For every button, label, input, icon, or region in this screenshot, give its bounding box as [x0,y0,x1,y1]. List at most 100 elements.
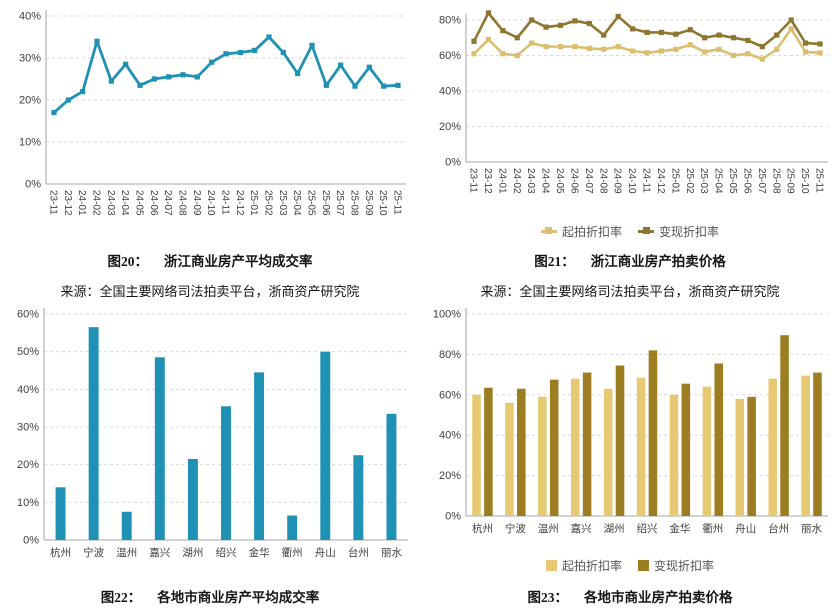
legend-square-marker-icon [545,227,553,234]
svg-text:24-04: 24-04 [540,168,551,194]
fig23-caption-number: 图23： [527,590,569,605]
svg-text:25-01: 25-01 [669,168,680,194]
svg-text:24-09: 24-09 [191,190,202,216]
svg-text:23-11: 23-11 [468,168,479,193]
svg-text:24-07: 24-07 [583,168,594,194]
svg-text:绍兴: 绍兴 [216,546,237,559]
svg-text:24-05: 24-05 [554,168,565,194]
svg-text:24-01: 24-01 [496,168,507,194]
svg-text:25-07: 25-07 [334,190,345,216]
top-chart-row: 0% 10% 20% 30% 40% 23-11 23-12 24-01 24-02 24-03 2… [0,4,840,300]
svg-text:23-11: 23-11 [48,190,59,215]
svg-text:25-05: 25-05 [727,168,738,194]
svg-text:25-06: 25-06 [320,190,331,216]
fig23-legend: 起拍折扣率 变现折扣率 [545,554,715,576]
svg-text:50%: 50% [17,346,39,358]
legend-swatch-icon [545,559,557,571]
legend-swatch-icon [638,559,649,571]
svg-text:25-02: 25-02 [263,190,274,216]
legend-item: 起拍折扣率 [545,557,622,574]
svg-text:金华: 金华 [249,546,270,559]
fig20-chart-area: 0% 10% 20% 30% 40% 23-11 23-12 24-01 24-02 24-03 2… [0,4,420,244]
svg-text:台州: 台州 [768,522,789,535]
svg-text:杭州: 杭州 [472,522,493,535]
svg-text:23-12: 23-12 [62,190,73,216]
svg-text:10%: 10% [19,137,41,149]
svg-text:0%: 0% [25,179,41,191]
svg-text:40%: 40% [17,384,39,396]
svg-text:杭州: 杭州 [50,546,71,559]
svg-text:25-06: 25-06 [741,168,752,194]
panel-fig21: 0% 20% 40% 60% 80% 23-11 23-12 24-01 24-02 24-03 2… [420,4,840,300]
svg-text:40%: 40% [19,11,41,23]
svg-text:24-10: 24-10 [626,168,637,194]
svg-text:25-01: 25-01 [248,190,259,216]
svg-text:24-03: 24-03 [105,190,116,216]
svg-text:24-07: 24-07 [162,190,173,216]
legend-label: 变现折扣率 [654,558,715,573]
legend-square-marker-icon [642,227,650,234]
svg-text:24-10: 24-10 [205,190,216,216]
svg-text:24-05: 24-05 [134,190,145,216]
fig23-caption-title: 各地市商业房产拍卖价格 [584,590,733,605]
legend-label: 起拍折扣率 [561,558,622,573]
svg-text:嘉兴: 嘉兴 [149,546,170,559]
fig22-caption: 图22： 各地市商业房产平均成交率 [101,586,320,606]
svg-text:10%: 10% [17,497,39,509]
svg-text:舟山: 舟山 [315,546,336,559]
fig21-chart-area: 0% 20% 40% 60% 80% 23-11 23-12 24-01 24-02 24-03 2… [420,4,840,244]
svg-text:30%: 30% [17,422,39,434]
legend-label: 变现折扣率 [659,224,720,239]
svg-text:20%: 20% [439,470,461,482]
bottom-chart-row: 0% 10% 20% 30% 40% 50% 60% 杭州 宁波 温州 嘉兴 湖州 绍兴 金华 衢州 舟山 台州… [0,300,840,606]
svg-text:25-02: 25-02 [684,168,695,194]
svg-text:20%: 20% [439,121,461,133]
fig22-bar-chart: 0% 10% 20% 30% 40% 50% 60% 杭州 宁波 温州 嘉兴 湖州 绍兴 金华 衢州 舟山 台州… [17,308,408,559]
panel-fig23: 0% 20% 40% 60% 80% 100% 杭州 宁波 温州 嘉兴 湖州 绍兴 金华 衢州 舟山 台州 丽水… [420,300,840,606]
fig21-caption-title: 浙江商业房产拍卖价格 [590,254,726,269]
svg-text:20%: 20% [19,95,41,107]
svg-text:24-12: 24-12 [655,168,666,194]
svg-text:0%: 0% [445,511,461,523]
fig20-line-chart: 0%10%20%30%40%23-11 23-12 24-01 24-02 24-03 2… [19,10,406,216]
svg-text:宁波: 宁波 [505,522,526,535]
legend-item: 起拍折扣率 [540,223,622,240]
svg-text:衢州: 衢州 [702,523,723,535]
svg-text:24-11: 24-11 [641,168,652,193]
svg-text:24-09: 24-09 [612,168,623,194]
fig22-chart-area: 0% 10% 20% 30% 40% 50% 60% 杭州 宁波 温州 嘉兴 湖州 绍兴 金华 衢州 舟山 台州… [0,300,420,580]
fig21-caption: 图21： 浙江商业房产拍卖价格 [534,250,726,270]
svg-text:60%: 60% [439,50,461,62]
svg-text:24-02: 24-02 [511,168,522,194]
fig22-caption-number: 图22： [100,590,142,605]
svg-text:24-01: 24-01 [76,190,87,216]
fig21-line-chart: 0% 20% 40% 60% 80% 23-11 23-12 24-01 24-02 24-03 2… [439,10,828,194]
svg-text:0%: 0% [23,535,39,547]
svg-text:60%: 60% [17,309,39,321]
svg-text:25-10: 25-10 [377,190,388,216]
fig20-caption-title: 浙江商业房产平均成交率 [164,254,313,269]
fig23-bar-chart: 0% 20% 40% 60% 80% 100% 杭州 宁波 温州 嘉兴 湖州 绍兴 金华 衢州 舟山 台州 丽水 [433,308,828,535]
svg-text:25-11: 25-11 [392,190,403,215]
svg-text:25-05: 25-05 [306,190,317,216]
svg-text:宁波: 宁波 [83,546,104,559]
svg-text:衢州: 衢州 [282,547,303,559]
svg-text:25-03: 25-03 [277,190,288,216]
svg-text:25-03: 25-03 [698,168,709,194]
svg-text:80%: 80% [439,15,461,27]
legend-item: 变现折扣率 [638,223,719,240]
svg-text:24-06: 24-06 [568,168,579,194]
svg-text:25-11: 25-11 [814,168,825,193]
svg-text:80%: 80% [439,349,461,361]
svg-text:100%: 100% [433,309,461,321]
svg-text:24-11: 24-11 [220,190,231,215]
svg-text:舟山: 舟山 [735,522,756,535]
legend-label: 起拍折扣率 [561,224,622,239]
panel-fig20: 0% 10% 20% 30% 40% 23-11 23-12 24-01 24-02 24-03 2… [0,4,420,300]
svg-text:25-04: 25-04 [713,168,724,194]
fig22-caption-title: 各地市商业房产平均成交率 [157,590,320,605]
fig23-chart-area: 0% 20% 40% 60% 80% 100% 杭州 宁波 温州 嘉兴 湖州 绍兴 金华 衢州 舟山 台州 丽水… [420,300,840,580]
svg-text:25-09: 25-09 [363,190,374,216]
fig21-source-note: 来源：全国主要网络司法拍卖平台，浙商资产研究院 [480,284,780,299]
